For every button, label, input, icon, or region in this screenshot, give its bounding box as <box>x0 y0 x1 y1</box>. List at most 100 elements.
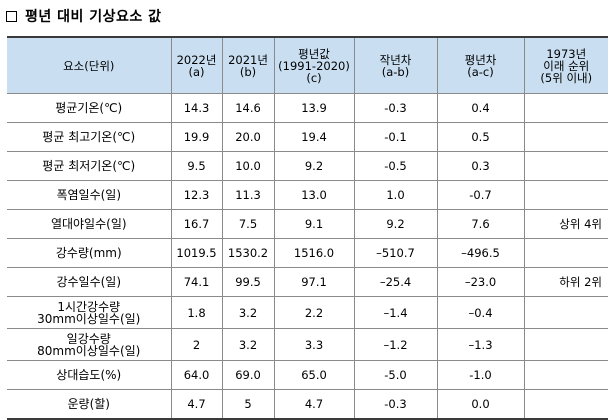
value-diff-prev: -0.3 <box>353 389 438 420</box>
row-label-line: 평균 최저기온(℃) <box>42 159 136 173</box>
value-2022: 1.8 <box>170 296 223 329</box>
header-line: 2021년 <box>228 52 268 67</box>
row-label-line: 80mm이상일수(일) <box>37 343 141 358</box>
value-diff-prev: -0.5 <box>353 151 438 181</box>
value-normal: 19.4 <box>273 122 355 152</box>
header-line: 평년값 <box>298 46 330 61</box>
header-line: 1973년 <box>546 46 587 61</box>
value-diff-normal: 7.6 <box>436 209 525 239</box>
row-label-line: 상대습도(%) <box>56 368 122 382</box>
header-diff-normal: 평년차 (a-c) <box>436 36 525 94</box>
value-2022: 64.0 <box>170 360 223 390</box>
row-label: 열대야일수(일) <box>7 209 172 239</box>
row-label-line: 강수량(mm) <box>55 246 122 260</box>
value-rank <box>523 238 608 268</box>
weather-comparison-table: 요소(단위) 2022년 (a) 2021년 (b) 평년값 (1991-2020) (c) 작… <box>7 36 608 420</box>
value-2022: 19.9 <box>170 122 223 152</box>
value-normal: 97.1 <box>273 267 355 297</box>
value-2021: 3.2 <box>221 296 275 329</box>
value-2021: 99.5 <box>221 267 275 297</box>
value-diff-prev: –1.4 <box>353 296 438 329</box>
value-rank <box>523 180 608 210</box>
value-2021: 10.0 <box>221 151 275 181</box>
table-row: 1시간강수량 30mm이상일수(일) 1.8 3.2 2.2 –1.4 –0.4 <box>7 296 608 329</box>
value-2022: 16.7 <box>170 209 223 239</box>
title-text: 평년 대비 기상요소 값 <box>25 9 162 25</box>
value-2022: 1019.5 <box>170 238 223 268</box>
value-diff-normal: -1.0 <box>436 360 525 390</box>
value-2022: 2 <box>170 328 223 361</box>
header-line: (a-c) <box>467 64 494 79</box>
header-normal: 평년값 (1991-2020) (c) <box>273 36 355 94</box>
value-2022: 74.1 <box>170 267 223 297</box>
header-2022: 2022년 (a) <box>170 36 223 94</box>
header-element-unit: 요소(단위) <box>7 36 172 94</box>
value-2022: 12.3 <box>170 180 223 210</box>
value-normal: 9.2 <box>273 151 355 181</box>
value-rank <box>523 296 608 329</box>
value-diff-prev: -5.0 <box>353 360 438 390</box>
header-line: (5위 이내) <box>540 70 593 85</box>
table-row: 일강수량 80mm이상일수(일) 2 3.2 3.3 –1.2 –1.3 <box>7 328 608 361</box>
header-line: 작년차 <box>379 52 412 67</box>
row-label: 평균 최고기온(℃) <box>7 122 172 152</box>
value-rank <box>523 328 608 361</box>
row-label: 폭염일수(일) <box>7 180 172 210</box>
value-diff-prev: -0.1 <box>353 122 438 152</box>
header-line: (1991-2020) <box>278 58 350 73</box>
value-diff-normal: –23.0 <box>436 267 525 297</box>
header-row: 요소(단위) 2022년 (a) 2021년 (b) 평년값 (1991-2020) (c) 작… <box>7 36 608 94</box>
header-2021: 2021년 (b) <box>221 36 275 94</box>
table-row: 열대야일수(일) 16.7 7.5 9.1 9.2 7.6 상위 4위 <box>7 209 608 239</box>
row-label: 일강수량 80mm이상일수(일) <box>7 328 172 361</box>
header-line: (a) <box>188 64 205 79</box>
value-normal: 13.0 <box>273 180 355 210</box>
value-2021: 20.0 <box>221 122 275 152</box>
page-title: 평년 대비 기상요소 값 <box>6 4 162 28</box>
value-rank <box>523 151 608 181</box>
value-2021: 1530.2 <box>221 238 275 268</box>
value-normal: 1516.0 <box>273 238 355 268</box>
row-label: 상대습도(%) <box>7 360 172 390</box>
header-line: (b) <box>239 64 257 79</box>
value-diff-prev: –25.4 <box>353 267 438 297</box>
row-label-line: 운량(할) <box>67 397 110 411</box>
header-diff-prev: 작년차 (a-b) <box>353 36 438 94</box>
row-label-line: 평균기온(℃) <box>55 101 123 115</box>
header-line: 2022년 <box>176 52 217 67</box>
header-line: (c) <box>306 70 322 85</box>
table-row: 평균 최저기온(℃) 9.5 10.0 9.2 -0.5 0.3 <box>7 151 608 181</box>
value-diff-normal: –1.3 <box>436 328 525 361</box>
table-row: 운량(할) 4.7 5 4.7 -0.3 0.0 <box>7 389 608 420</box>
value-rank: 상위 4위 <box>523 209 608 239</box>
header-line: 평년차 <box>464 52 497 67</box>
value-rank <box>523 122 608 152</box>
table-row: 강수일수(일) 74.1 99.5 97.1 –25.4 –23.0 하위 2위 <box>7 267 608 297</box>
value-2021: 3.2 <box>221 328 275 361</box>
row-label-line: 일강수량 <box>66 331 111 346</box>
value-2022: 9.5 <box>170 151 223 181</box>
value-rank <box>523 93 608 123</box>
value-rank: 하위 2위 <box>523 267 608 297</box>
square-bullet-icon <box>6 10 17 22</box>
value-2021: 5 <box>221 389 275 420</box>
row-label-line: 폭염일수(일) <box>56 188 122 202</box>
value-2021: 7.5 <box>221 209 275 239</box>
value-diff-prev: -0.3 <box>353 93 438 123</box>
header-line: 이래 순위 <box>543 58 590 73</box>
table-row: 평균 최고기온(℃) 19.9 20.0 19.4 -0.1 0.5 <box>7 122 608 152</box>
row-label-line: 평균 최고기온(℃) <box>42 130 136 144</box>
value-diff-normal: 0.4 <box>436 93 525 123</box>
value-2022: 4.7 <box>170 389 223 420</box>
value-diff-normal: 0.0 <box>436 389 525 420</box>
row-label: 강수량(mm) <box>7 238 172 268</box>
value-normal: 13.9 <box>273 93 355 123</box>
value-2022: 14.3 <box>170 93 223 123</box>
header-rank: 1973년 이래 순위 (5위 이내) <box>523 36 608 94</box>
value-2021: 14.6 <box>221 93 275 123</box>
table-row: 폭염일수(일) 12.3 11.3 13.0 1.0 -0.7 <box>7 180 608 210</box>
value-normal: 3.3 <box>273 328 355 361</box>
value-2021: 69.0 <box>221 360 275 390</box>
value-2021: 11.3 <box>221 180 275 210</box>
table-row: 평균기온(℃) 14.3 14.6 13.9 -0.3 0.4 <box>7 93 608 123</box>
